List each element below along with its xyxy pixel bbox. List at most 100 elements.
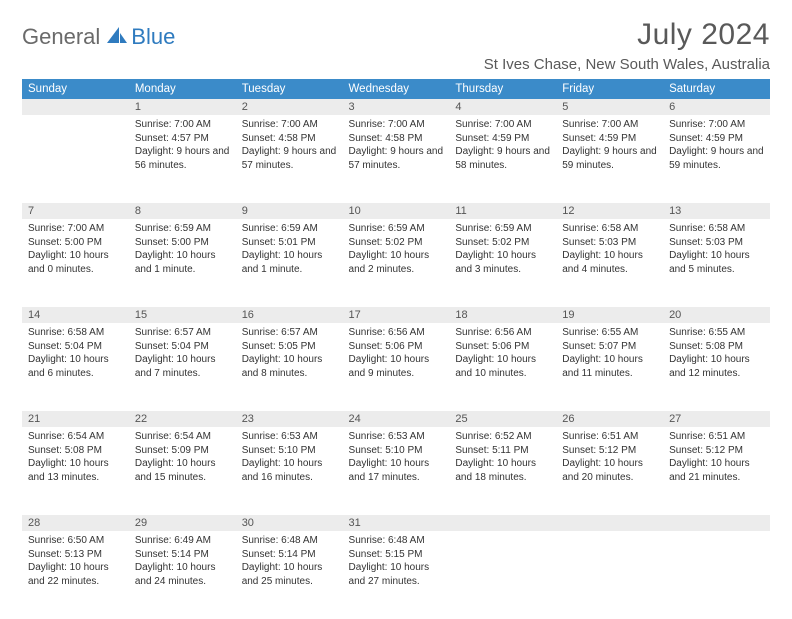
day-number-cell: 21 [22, 411, 129, 427]
daylight-line: Daylight: 9 hours and 57 minutes. [242, 145, 337, 172]
day-number-cell: 28 [22, 515, 129, 531]
day-number-cell: 11 [449, 203, 556, 219]
sunset-line: Sunset: 5:05 PM [242, 340, 337, 354]
brand-part2: Blue [131, 24, 175, 50]
day-body: Sunrise: 7:00 AMSunset: 4:58 PMDaylight:… [236, 115, 343, 178]
day-body: Sunrise: 6:59 AMSunset: 5:02 PMDaylight:… [449, 219, 556, 282]
daylight-line: Daylight: 9 hours and 59 minutes. [669, 145, 764, 172]
title-block: July 2024 St Ives Chase, New South Wales… [484, 18, 770, 73]
day-body: Sunrise: 6:58 AMSunset: 5:03 PMDaylight:… [556, 219, 663, 282]
weekday-header: Sunday [22, 79, 129, 99]
daylight-line: Daylight: 10 hours and 21 minutes. [669, 457, 764, 484]
day-body: Sunrise: 7:00 AMSunset: 4:59 PMDaylight:… [556, 115, 663, 178]
day-number-cell: 8 [129, 203, 236, 219]
brand-part1: General [22, 24, 100, 50]
weekday-header: Wednesday [343, 79, 450, 99]
weekday-header: Thursday [449, 79, 556, 99]
sunrise-line: Sunrise: 6:59 AM [135, 222, 230, 236]
sunset-line: Sunset: 4:58 PM [242, 132, 337, 146]
day-number [449, 515, 556, 518]
day-number: 24 [343, 411, 450, 426]
sunset-line: Sunset: 5:14 PM [135, 548, 230, 562]
daylight-line: Daylight: 10 hours and 6 minutes. [28, 353, 123, 380]
day-number-cell: 26 [556, 411, 663, 427]
sunrise-line: Sunrise: 6:55 AM [669, 326, 764, 340]
day-body: Sunrise: 6:58 AMSunset: 5:04 PMDaylight:… [22, 323, 129, 386]
day-cell: Sunrise: 6:59 AMSunset: 5:02 PMDaylight:… [343, 219, 450, 307]
day-body: Sunrise: 7:00 AMSunset: 4:59 PMDaylight:… [663, 115, 770, 178]
day-cell: Sunrise: 7:00 AMSunset: 4:59 PMDaylight:… [663, 115, 770, 203]
day-body: Sunrise: 6:48 AMSunset: 5:15 PMDaylight:… [343, 531, 450, 594]
daylight-line: Daylight: 10 hours and 13 minutes. [28, 457, 123, 484]
day-number-cell: 24 [343, 411, 450, 427]
day-cell: Sunrise: 6:55 AMSunset: 5:07 PMDaylight:… [556, 323, 663, 411]
sunrise-line: Sunrise: 6:56 AM [349, 326, 444, 340]
day-number-cell: 2 [236, 99, 343, 115]
day-number: 9 [236, 203, 343, 218]
sunrise-line: Sunrise: 6:54 AM [135, 430, 230, 444]
day-body: Sunrise: 6:53 AMSunset: 5:10 PMDaylight:… [236, 427, 343, 490]
sunrise-line: Sunrise: 6:54 AM [28, 430, 123, 444]
day-number [663, 515, 770, 518]
calendar-body: 123456Sunrise: 7:00 AMSunset: 4:57 PMDay… [22, 99, 770, 619]
daylight-line: Daylight: 10 hours and 18 minutes. [455, 457, 550, 484]
day-number: 16 [236, 307, 343, 322]
day-body: Sunrise: 6:48 AMSunset: 5:14 PMDaylight:… [236, 531, 343, 594]
day-number: 13 [663, 203, 770, 218]
day-number-cell [556, 515, 663, 531]
day-number-cell: 25 [449, 411, 556, 427]
sunset-line: Sunset: 5:14 PM [242, 548, 337, 562]
sunrise-line: Sunrise: 6:58 AM [669, 222, 764, 236]
sunset-line: Sunset: 5:00 PM [135, 236, 230, 250]
day-number-cell: 1 [129, 99, 236, 115]
sunrise-line: Sunrise: 6:56 AM [455, 326, 550, 340]
day-number-cell: 6 [663, 99, 770, 115]
sunrise-line: Sunrise: 6:58 AM [28, 326, 123, 340]
day-number-cell: 9 [236, 203, 343, 219]
sunset-line: Sunset: 4:59 PM [455, 132, 550, 146]
day-body: Sunrise: 6:58 AMSunset: 5:03 PMDaylight:… [663, 219, 770, 282]
day-number-cell: 27 [663, 411, 770, 427]
day-cell: Sunrise: 6:56 AMSunset: 5:06 PMDaylight:… [343, 323, 450, 411]
day-number: 29 [129, 515, 236, 530]
day-cell: Sunrise: 6:50 AMSunset: 5:13 PMDaylight:… [22, 531, 129, 619]
daylight-line: Daylight: 9 hours and 57 minutes. [349, 145, 444, 172]
sunset-line: Sunset: 5:12 PM [669, 444, 764, 458]
sunrise-line: Sunrise: 6:49 AM [135, 534, 230, 548]
day-cell: Sunrise: 6:56 AMSunset: 5:06 PMDaylight:… [449, 323, 556, 411]
sunrise-line: Sunrise: 6:52 AM [455, 430, 550, 444]
daylight-line: Daylight: 10 hours and 3 minutes. [455, 249, 550, 276]
sunrise-line: Sunrise: 7:00 AM [135, 118, 230, 132]
day-number: 11 [449, 203, 556, 218]
day-cell: Sunrise: 6:51 AMSunset: 5:12 PMDaylight:… [663, 427, 770, 515]
day-number-cell: 5 [556, 99, 663, 115]
day-number: 23 [236, 411, 343, 426]
day-body: Sunrise: 6:53 AMSunset: 5:10 PMDaylight:… [343, 427, 450, 490]
day-number: 1 [129, 99, 236, 114]
daylight-line: Daylight: 10 hours and 11 minutes. [562, 353, 657, 380]
day-body: Sunrise: 6:57 AMSunset: 5:04 PMDaylight:… [129, 323, 236, 386]
day-cell: Sunrise: 6:59 AMSunset: 5:02 PMDaylight:… [449, 219, 556, 307]
daylight-line: Daylight: 10 hours and 16 minutes. [242, 457, 337, 484]
sunset-line: Sunset: 5:00 PM [28, 236, 123, 250]
day-number: 31 [343, 515, 450, 530]
sunset-line: Sunset: 5:06 PM [349, 340, 444, 354]
day-cell: Sunrise: 6:54 AMSunset: 5:09 PMDaylight:… [129, 427, 236, 515]
day-number-cell: 20 [663, 307, 770, 323]
brand-logo: General Blue [22, 18, 175, 50]
day-body: Sunrise: 6:51 AMSunset: 5:12 PMDaylight:… [663, 427, 770, 490]
day-body [22, 115, 129, 124]
day-body: Sunrise: 6:54 AMSunset: 5:08 PMDaylight:… [22, 427, 129, 490]
day-body: Sunrise: 6:59 AMSunset: 5:02 PMDaylight:… [343, 219, 450, 282]
sunrise-line: Sunrise: 6:53 AM [349, 430, 444, 444]
daynum-row: 21222324252627 [22, 411, 770, 427]
day-cell: Sunrise: 7:00 AMSunset: 5:00 PMDaylight:… [22, 219, 129, 307]
daylight-line: Daylight: 10 hours and 1 minute. [242, 249, 337, 276]
sunrise-line: Sunrise: 6:51 AM [562, 430, 657, 444]
day-body: Sunrise: 7:00 AMSunset: 4:58 PMDaylight:… [343, 115, 450, 178]
day-number-cell: 13 [663, 203, 770, 219]
sunset-line: Sunset: 5:07 PM [562, 340, 657, 354]
day-body: Sunrise: 6:50 AMSunset: 5:13 PMDaylight:… [22, 531, 129, 594]
sunrise-line: Sunrise: 7:00 AM [349, 118, 444, 132]
day-cell: Sunrise: 6:58 AMSunset: 5:04 PMDaylight:… [22, 323, 129, 411]
